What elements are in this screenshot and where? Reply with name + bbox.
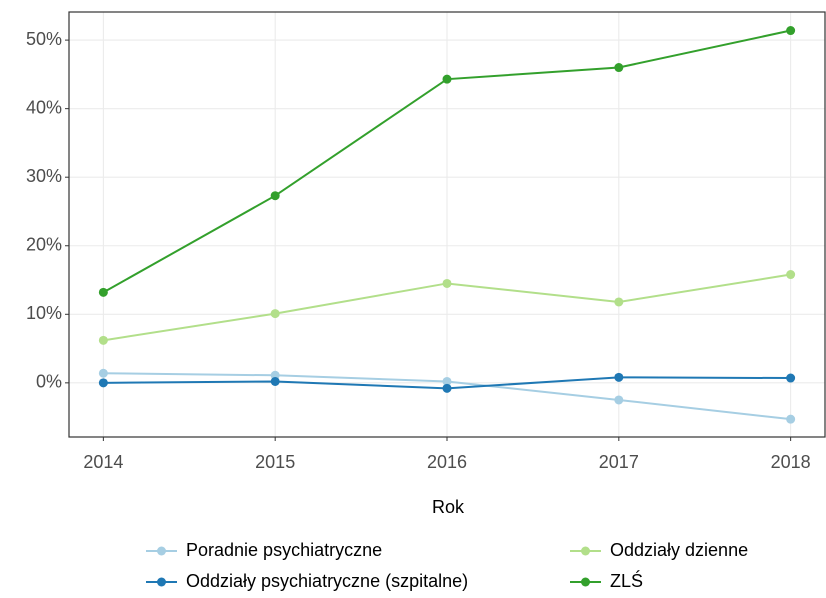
legend-label: ZLŚ xyxy=(610,570,643,591)
x-axis-title: Rok xyxy=(432,497,465,517)
legend-label: Oddziały dzienne xyxy=(610,540,748,560)
legend-marker xyxy=(157,577,166,587)
data-point xyxy=(98,287,108,297)
data-point xyxy=(786,414,796,424)
data-point xyxy=(98,368,108,378)
data-point xyxy=(786,270,796,280)
data-point xyxy=(270,376,280,386)
axes: 0% 10% 20% 30% 40% 50% 2014 2015 2016 2017 2018 xyxy=(26,29,811,472)
data-point xyxy=(614,297,624,307)
grid xyxy=(69,12,825,437)
data-point xyxy=(270,191,280,201)
data-point xyxy=(614,372,624,382)
data-point xyxy=(442,376,452,386)
x-tick-label: 2015 xyxy=(255,452,295,472)
data-point xyxy=(614,63,624,73)
legend-marker xyxy=(581,577,590,587)
y-tick-label: 40% xyxy=(26,97,62,117)
y-tick-label: 0% xyxy=(36,372,62,392)
data-point xyxy=(98,378,108,388)
x-tick-label: 2018 xyxy=(771,452,811,472)
legend-label: Oddziały psychiatryczne (szpitalne) xyxy=(186,571,468,591)
data-point xyxy=(442,278,452,288)
data-point xyxy=(786,373,796,383)
plot xyxy=(98,26,796,424)
y-tick-label: 20% xyxy=(26,235,62,255)
data-point xyxy=(98,335,108,345)
y-tick-label: 50% xyxy=(26,29,62,49)
legend-label: Poradnie psychiatryczne xyxy=(186,540,382,560)
legend-marker xyxy=(157,546,166,556)
data-point xyxy=(270,370,280,380)
legend-marker xyxy=(581,546,590,556)
data-point xyxy=(270,309,280,319)
legend: Poradnie psychiatryczne Oddziały psychiat… xyxy=(146,540,748,591)
data-point xyxy=(442,74,452,84)
x-tick-label: 2014 xyxy=(83,452,123,472)
x-tick-label: 2017 xyxy=(599,452,639,472)
data-point xyxy=(442,383,452,393)
data-point xyxy=(786,26,796,36)
y-tick-label: 30% xyxy=(26,166,62,186)
x-tick-label: 2016 xyxy=(427,452,467,472)
data-point xyxy=(614,395,624,405)
y-tick-label: 10% xyxy=(26,303,62,323)
